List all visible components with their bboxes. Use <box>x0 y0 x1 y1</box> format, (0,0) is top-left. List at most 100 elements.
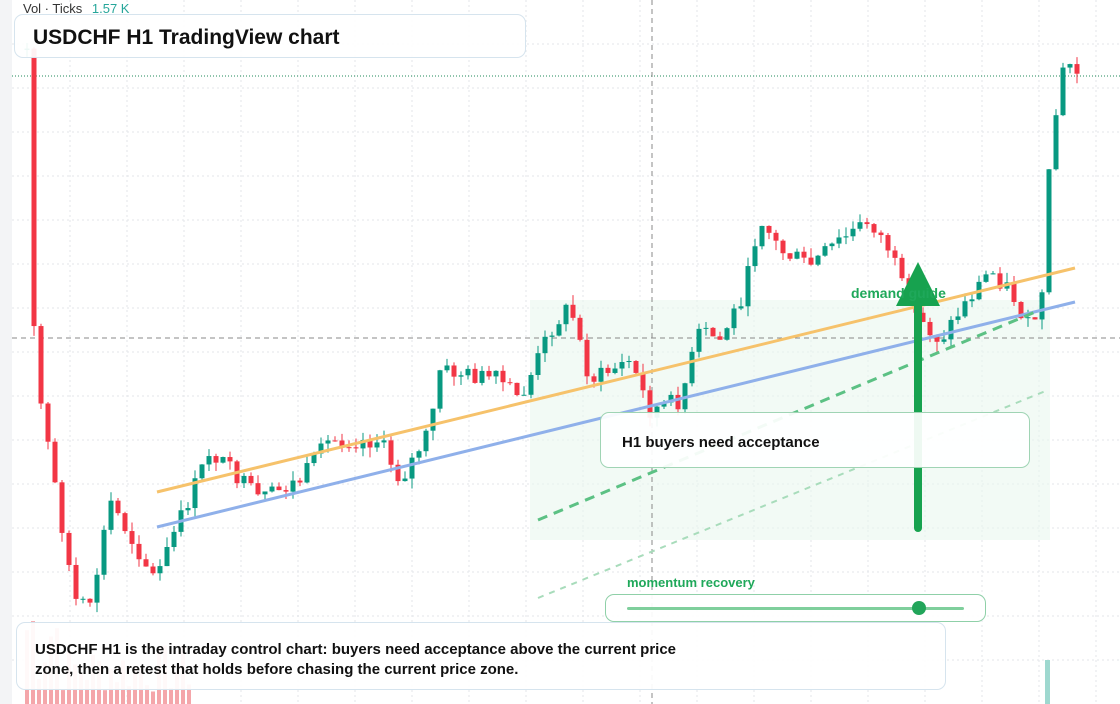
candle-body <box>45 403 51 442</box>
candle-body <box>59 482 65 533</box>
candle-body <box>1039 292 1045 320</box>
candle-body <box>1018 302 1024 319</box>
candle-body <box>73 564 79 599</box>
candle-body <box>444 365 450 371</box>
candle-body <box>843 236 849 238</box>
candle-body <box>899 257 905 279</box>
candle-body <box>773 232 779 241</box>
candle-body <box>885 235 891 251</box>
candle-body <box>766 225 772 233</box>
candle-body <box>157 566 163 574</box>
candle-body <box>948 319 954 340</box>
candle-body <box>136 543 142 560</box>
candle-body <box>724 328 730 340</box>
candle-body <box>283 490 289 492</box>
candle-body <box>535 353 541 375</box>
candle-body <box>920 312 926 322</box>
volume-bar <box>61 690 65 704</box>
candle-body <box>101 529 107 575</box>
candle-body <box>542 336 548 354</box>
candle-body <box>997 273 1003 289</box>
candle-body <box>808 257 814 265</box>
candle-body <box>1011 282 1017 303</box>
candle-body <box>619 362 625 369</box>
candle-body <box>423 430 429 452</box>
candle-body <box>829 243 835 247</box>
volume-bar <box>127 686 131 704</box>
candle-body <box>465 368 471 376</box>
candle-body <box>395 464 401 482</box>
candle-body <box>206 456 212 465</box>
volume-bar <box>103 690 107 704</box>
candle-body <box>87 598 93 603</box>
candle-body <box>612 368 618 373</box>
candle-body <box>1046 169 1052 293</box>
candle-body <box>1067 64 1073 68</box>
candle-body <box>66 532 72 565</box>
candle-body <box>381 440 387 443</box>
candle-body <box>815 255 821 265</box>
candle-body <box>577 317 583 340</box>
vol-value: 1.57 K <box>91 1 130 16</box>
candle-body <box>1025 317 1031 319</box>
candle-body <box>479 370 485 383</box>
candle-body <box>353 447 359 449</box>
candle-body <box>94 574 100 603</box>
candle-body <box>220 457 226 463</box>
candle-body <box>493 370 499 377</box>
candle-body <box>822 246 828 256</box>
candle-body <box>696 328 702 352</box>
candle-body <box>983 274 989 282</box>
vol-label: Vol · Ticks <box>23 1 83 16</box>
candle-body <box>857 222 863 229</box>
candle-body <box>556 324 562 336</box>
candle-body <box>591 376 597 382</box>
candle-body <box>927 321 933 336</box>
candle-body <box>122 513 128 532</box>
candle-body <box>52 441 58 483</box>
candle-body <box>598 367 604 382</box>
candle-body <box>388 440 394 465</box>
candle-body <box>801 251 807 258</box>
candle-body <box>164 547 170 567</box>
candle-body <box>150 566 156 574</box>
candle-body <box>626 360 632 363</box>
candle-body <box>458 375 464 377</box>
candle-body <box>143 559 149 567</box>
candle-body <box>199 464 205 479</box>
candle-body <box>934 335 940 342</box>
candle-body <box>759 225 765 247</box>
candle-body <box>255 483 261 495</box>
candle-body <box>962 301 968 317</box>
candle-body <box>192 478 198 509</box>
candle-body <box>108 500 114 530</box>
volume-bar <box>151 691 155 704</box>
candle-body <box>472 368 478 383</box>
candle-body <box>339 440 345 448</box>
candle-body <box>745 266 751 307</box>
candle-body <box>227 457 233 462</box>
candle-body <box>871 224 877 233</box>
candle-body <box>738 306 744 309</box>
candle-body <box>955 316 961 320</box>
candle-body <box>1060 67 1066 116</box>
candle-body <box>360 439 366 449</box>
candle-body <box>115 500 121 514</box>
volume-bar <box>115 682 119 704</box>
caption: USDCHF H1 is the intraday control chart:… <box>35 641 677 678</box>
candle-body <box>290 480 296 492</box>
title: USDCHF H1 TradingView chart <box>33 26 340 49</box>
candle-body <box>38 326 44 404</box>
candle-body <box>1074 64 1080 74</box>
candle-body <box>1053 115 1059 170</box>
volume-bar <box>187 684 191 704</box>
candle-body <box>185 508 191 511</box>
candle-body <box>402 478 408 482</box>
candle-body <box>276 486 282 491</box>
candle-body <box>661 402 667 407</box>
candle-body <box>31 48 37 327</box>
candle-body <box>311 453 317 464</box>
candle-body <box>213 456 219 463</box>
vol-legend: Vol · Ticks 1.57 K <box>23 1 129 16</box>
candle-body <box>409 457 415 479</box>
